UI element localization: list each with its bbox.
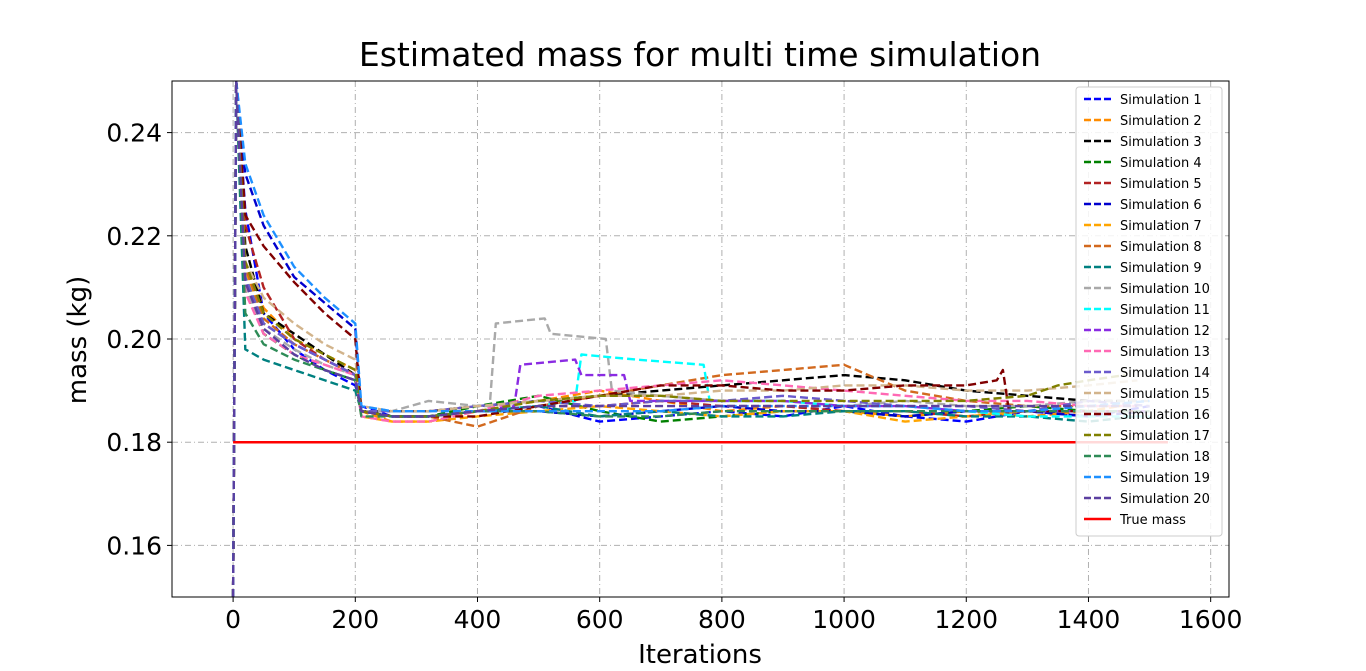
legend-label: Simulation 16 [1120, 408, 1210, 423]
legend-label: Simulation 9 [1120, 261, 1202, 276]
legend-label: Simulation 4 [1120, 156, 1202, 171]
x-tick-label: 400 [454, 605, 502, 634]
legend-label: Simulation 17 [1120, 429, 1210, 444]
y-tick-label: 0.22 [106, 222, 162, 251]
x-tick-label: 0 [225, 605, 241, 634]
series-line-13 [231, 81, 1138, 597]
series-line-18 [231, 81, 1150, 597]
x-tick-label: 1200 [934, 605, 998, 634]
chart-title: Estimated mass for multi time simulation [359, 35, 1041, 74]
x-axis-label: Iterations [638, 640, 762, 670]
legend-label: Simulation 2 [1120, 114, 1202, 129]
series-line-15 [231, 81, 1138, 597]
x-tick-label: 200 [331, 605, 379, 634]
series-line-17 [231, 81, 1126, 597]
x-tick-label: 1000 [812, 605, 876, 634]
y-tick-label: 0.20 [106, 325, 162, 354]
x-tick-label: 800 [698, 605, 746, 634]
legend-label: True mass [1119, 513, 1186, 528]
legend-label: Simulation 10 [1120, 282, 1210, 297]
y-tick-label: 0.18 [106, 428, 162, 457]
legend-label: Simulation 5 [1120, 177, 1202, 192]
legend-label: Simulation 13 [1120, 345, 1210, 360]
legend-box [1075, 86, 1223, 537]
y-axis-label: mass (kg) [63, 276, 93, 404]
series-line-4 [231, 81, 1150, 597]
y-tick-label: 0.16 [106, 531, 162, 560]
legend-label: Simulation 3 [1120, 135, 1202, 150]
legend-label: Simulation 20 [1120, 492, 1210, 507]
x-tick-label: 600 [576, 605, 624, 634]
legend-label: Simulation 14 [1120, 366, 1210, 381]
series-line-19 [231, 81, 1150, 597]
legend-label: Simulation 6 [1120, 198, 1202, 213]
series-line-20 [231, 81, 1138, 597]
legend-label: Simulation 7 [1120, 219, 1202, 234]
legend-label: Simulation 12 [1120, 324, 1210, 339]
legend-label: Simulation 15 [1120, 387, 1210, 402]
legend-label: Simulation 11 [1120, 303, 1210, 318]
legend-label: Simulation 1 [1120, 93, 1202, 108]
legend-label: Simulation 8 [1120, 240, 1202, 255]
x-tick-label: 1600 [1179, 605, 1243, 634]
series-group [231, 81, 1168, 597]
legend-label: Simulation 19 [1120, 471, 1210, 486]
y-tick-label: 0.24 [106, 119, 162, 148]
x-tick-label: 1400 [1057, 605, 1121, 634]
legend-label: Simulation 18 [1120, 450, 1210, 465]
plot-area: 0 200 400 600 800 1000 1200 1400 1600 0.16 0.18 0.2… [106, 80, 1243, 634]
legend: Simulation 1 Simulation 2 Simulation 3 Simu… [1075, 86, 1223, 537]
series-line-8 [231, 81, 1132, 597]
series-line-10 [231, 81, 1150, 597]
